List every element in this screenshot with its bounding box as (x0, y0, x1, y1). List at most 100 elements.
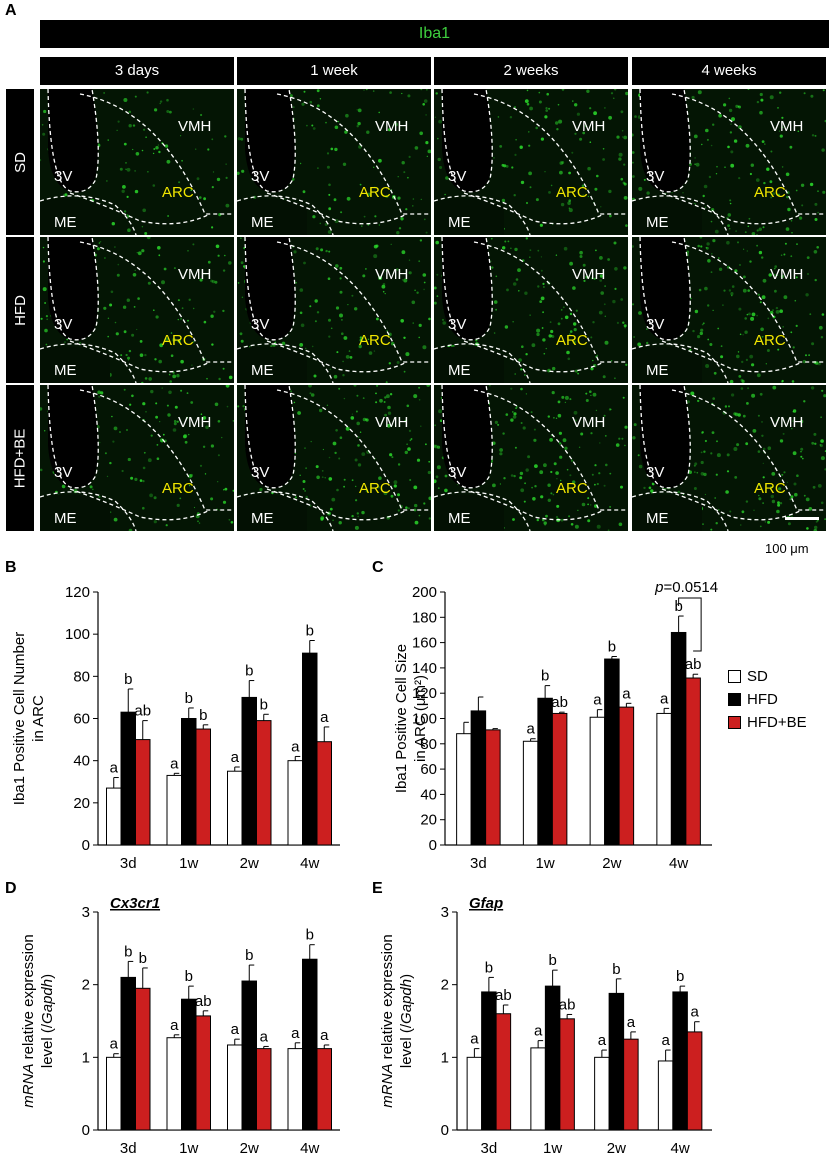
y-axis-label-line-0: Iba1 Positive Cell Size (393, 644, 410, 793)
row-label-1: HFD (6, 237, 34, 383)
label-arc: ARC (359, 480, 391, 497)
third-ventricle (442, 89, 492, 193)
x-tick-label: 2w (240, 855, 259, 872)
label-vmh: VMH (770, 266, 803, 283)
label-arc: ARC (754, 332, 786, 349)
vmh-outline (79, 389, 234, 511)
bar-sd (166, 774, 182, 846)
panel-letter-e: E (372, 880, 383, 897)
bar-sd (522, 740, 539, 846)
y-tick-label: 20 (420, 812, 437, 829)
legend-label-sd: SD (747, 668, 768, 685)
y-axis-label-line-0: mRNA relative expression (379, 934, 396, 1107)
label-vmh: VMH (770, 118, 803, 135)
bar-hfd (670, 631, 687, 846)
label-me: ME (54, 214, 77, 231)
third-ventricle (48, 89, 98, 193)
me-outline (434, 491, 531, 531)
scale-bar-label: 100 μm (765, 541, 809, 556)
bar-sd (656, 712, 672, 846)
y-tick-label: 200 (412, 584, 437, 601)
bar-hfd-be (256, 1048, 272, 1131)
y-tick-label: 140 (412, 660, 437, 677)
vmh-outline (79, 241, 234, 363)
ventricle-outline (639, 385, 691, 489)
me-outline (632, 195, 729, 235)
significance-letter: ab (559, 996, 576, 1013)
y-tick-label: 40 (420, 786, 437, 803)
bar-hfd (120, 976, 136, 1131)
label-vmh: VMH (178, 414, 211, 431)
panel-letter-c: C (372, 559, 384, 576)
label-arc: ARC (162, 184, 194, 201)
vmh-outline (473, 241, 628, 363)
label-3v: 3V (646, 464, 664, 481)
label-3v: 3V (448, 168, 466, 185)
ventricle-outline (47, 237, 99, 341)
micrograph-1-2: VMH 3V ARC ME (434, 237, 628, 383)
x-tick-label: 1w (179, 855, 198, 872)
significance-letter: a (593, 692, 602, 709)
label-me: ME (251, 362, 274, 379)
label-3v: 3V (646, 168, 664, 185)
x-tick-label: 3d (120, 855, 137, 872)
x-tick-label: 4w (671, 1140, 690, 1157)
significance-letter: b (306, 622, 314, 639)
bar-hfd-be (551, 712, 568, 846)
significance-letter: b (608, 639, 616, 656)
label-arc: ARC (754, 480, 786, 497)
significance-letter: a (320, 709, 329, 726)
label-vmh: VMH (572, 266, 605, 283)
y-tick-label: 40 (73, 753, 90, 770)
ventricle-outline (639, 237, 691, 341)
legend-label-hfd: HFD (747, 691, 778, 708)
me-outline (632, 491, 729, 531)
x-tick-label: 1w (179, 1140, 198, 1157)
bar-hfd (302, 958, 318, 1131)
significance-letter: a (170, 755, 179, 772)
micrograph-0-1: VMH 3V ARC ME (237, 89, 431, 235)
y-tick-label: 0 (82, 837, 90, 854)
y-tick-label: 180 (412, 609, 437, 626)
y-tick-label: 0 (429, 837, 437, 854)
label-vmh: VMH (375, 414, 408, 431)
bar-hfd-be (316, 1048, 332, 1131)
bar-sd (106, 787, 122, 846)
bar-hfd (120, 711, 136, 846)
arc-outline (463, 488, 605, 521)
panel-a-letter: A (5, 2, 17, 19)
legend: SD HFD HFD+BE (728, 668, 807, 737)
third-ventricle (640, 385, 690, 489)
bar-hfd-be (623, 1038, 639, 1131)
label-3v: 3V (251, 316, 269, 333)
column-header-3: 4 weeks (632, 57, 826, 85)
label-arc: ARC (162, 332, 194, 349)
y-axis-label-line-1: in ARC (μm²) (412, 675, 429, 762)
row-label-0: SD (6, 89, 34, 235)
arc-outline (69, 488, 211, 521)
vmh-outline (671, 241, 826, 363)
bar-sd (106, 1056, 122, 1131)
chart-title: Cx3cr1 (110, 895, 160, 912)
row-label-2: HFD+BE (6, 385, 34, 531)
arc-outline (661, 192, 803, 225)
micrograph-2-3: VMH 3V ARC ME (632, 385, 826, 531)
y-axis-label-line-1: level (/Gapdh) (39, 974, 56, 1068)
arc-outline (463, 192, 605, 225)
x-tick-label: 1w (536, 855, 555, 872)
y-tick-label: 80 (73, 668, 90, 685)
significance-letter: ab (195, 993, 212, 1010)
third-ventricle (48, 385, 98, 489)
significance-letter: b (306, 927, 314, 944)
significance-letter: ab (685, 656, 702, 673)
label-me: ME (251, 510, 274, 527)
legend-item-sd: SD (728, 668, 807, 685)
third-ventricle (640, 237, 690, 341)
third-ventricle (245, 89, 295, 193)
y-axis-label-line-0: mRNA relative expression (20, 934, 37, 1107)
bar-sd (287, 760, 303, 846)
arc-outline (69, 340, 211, 373)
x-tick-label: 3d (481, 1140, 498, 1157)
bar-hfd-be (135, 987, 151, 1131)
label-me: ME (646, 362, 669, 379)
